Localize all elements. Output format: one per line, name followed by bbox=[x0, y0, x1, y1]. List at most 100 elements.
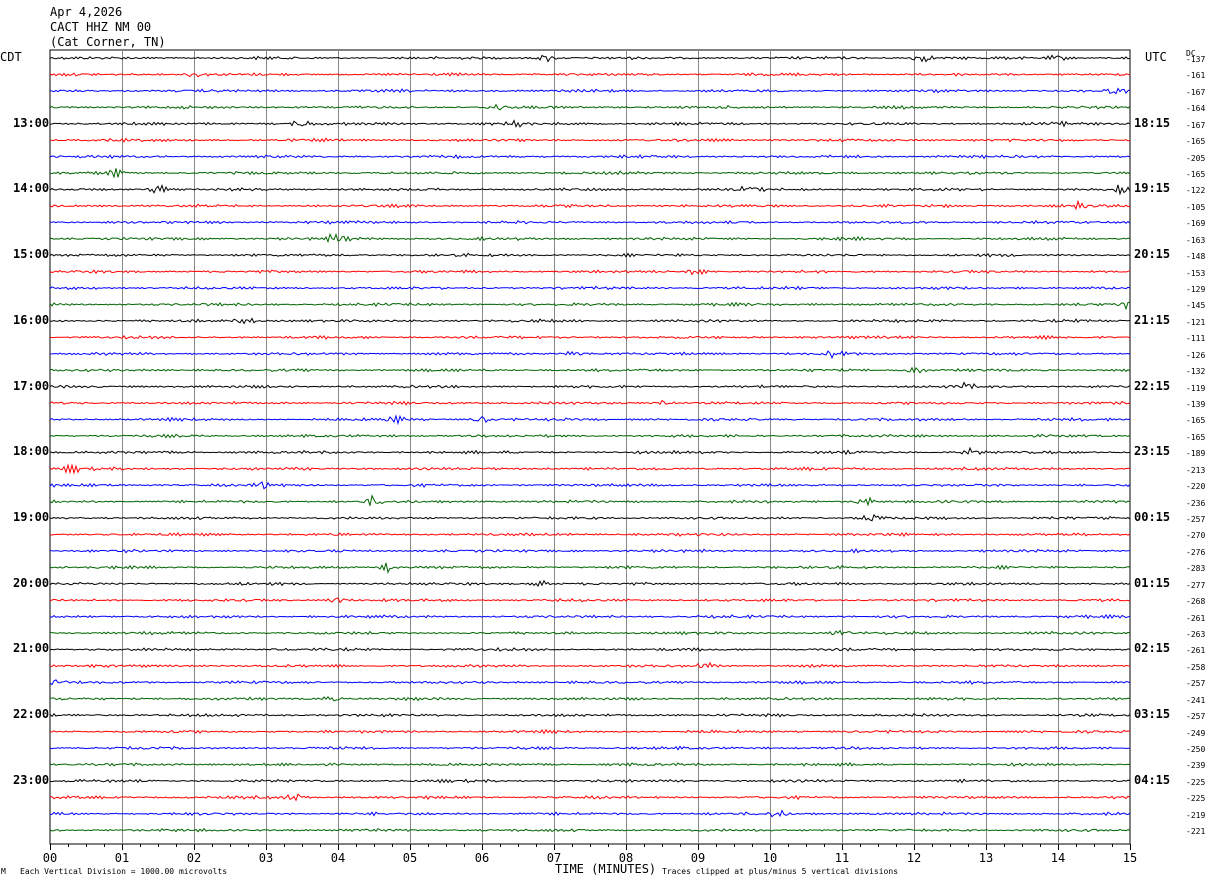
trace-row-46 bbox=[50, 809, 1131, 818]
trace-row-28 bbox=[49, 513, 1131, 522]
dc-offset-label: -119 bbox=[1186, 383, 1206, 393]
x-tick-label: 11 bbox=[834, 851, 850, 865]
right-hour-label: 02:15 bbox=[1134, 641, 1171, 656]
dc-offset-label: -257 bbox=[1186, 515, 1206, 525]
left-hour-label: 20:00 bbox=[13, 575, 50, 590]
trace-row-26 bbox=[49, 481, 1131, 490]
dc-offset-label: -263 bbox=[1186, 630, 1206, 640]
trace-row-13 bbox=[49, 268, 1131, 276]
right-hour-label: 19:15 bbox=[1134, 181, 1171, 196]
trace-row-5 bbox=[49, 137, 1131, 143]
x-tick-label: 12 bbox=[906, 851, 922, 865]
dc-offset-label: -137 bbox=[1186, 55, 1206, 64]
dc-offset-label: -277 bbox=[1186, 580, 1206, 590]
left-hour-label: 16:00 bbox=[13, 312, 50, 327]
trace-row-32 bbox=[49, 579, 1131, 587]
corner-mark: M bbox=[1, 867, 6, 876]
left-hour-label: 22:00 bbox=[13, 707, 50, 722]
dc-offset-label: -239 bbox=[1186, 761, 1206, 771]
right-timezone-label: UTC bbox=[1145, 50, 1167, 64]
x-tick-label: 02 bbox=[186, 851, 202, 865]
dc-offset-label: -221 bbox=[1186, 827, 1206, 837]
trace-row-45 bbox=[49, 793, 1131, 802]
dc-offset-label: -213 bbox=[1186, 465, 1206, 475]
left-hour-label: 13:00 bbox=[13, 115, 50, 130]
left-hour-label: 19:00 bbox=[13, 510, 50, 525]
dc-offset-label: -163 bbox=[1186, 235, 1206, 245]
right-hour-label: 04:15 bbox=[1134, 772, 1171, 787]
x-tick-label: 15 bbox=[1122, 851, 1138, 865]
clip-note: Traces clipped at plus/minus 5 vertical … bbox=[662, 867, 899, 876]
dc-offset-label: -225 bbox=[1186, 777, 1206, 787]
x-axis-title: TIME (MINUTES) bbox=[555, 862, 657, 876]
left-hour-label: 21:00 bbox=[13, 641, 50, 656]
trace-row-30 bbox=[49, 547, 1130, 554]
right-hour-label: 01:15 bbox=[1134, 575, 1171, 590]
trace-row-9 bbox=[49, 199, 1131, 211]
left-hour-label: 14:00 bbox=[13, 181, 50, 196]
dc-offset-label: -250 bbox=[1186, 745, 1206, 755]
dc-offset-label: -261 bbox=[1186, 613, 1206, 623]
x-tick-label: 07 bbox=[546, 851, 562, 865]
dc-offset-label: -249 bbox=[1186, 728, 1206, 738]
trace-row-12 bbox=[49, 252, 1131, 258]
dc-offset-label: -257 bbox=[1186, 712, 1206, 722]
dc-offset-label: -165 bbox=[1186, 432, 1206, 442]
trace-row-3 bbox=[49, 103, 1131, 111]
trace-row-23 bbox=[49, 433, 1131, 439]
dc-offset-label: -145 bbox=[1186, 301, 1206, 311]
dc-offset-label: -169 bbox=[1186, 219, 1206, 229]
x-tick-label: 09 bbox=[690, 851, 706, 865]
header-location: (Cat Corner, TN) bbox=[50, 35, 166, 49]
dc-offset-label: -261 bbox=[1186, 646, 1206, 656]
dc-offset-label: -165 bbox=[1186, 137, 1206, 147]
dc-offset-label: -268 bbox=[1186, 597, 1206, 607]
scale-note: Each Vertical Division = 1000.00 microvo… bbox=[20, 867, 228, 876]
trace-row-27 bbox=[49, 494, 1131, 507]
trace-row-16 bbox=[49, 317, 1131, 325]
dc-offset-label: -258 bbox=[1186, 662, 1206, 672]
trace-row-24 bbox=[49, 446, 1131, 456]
dc-offset-label: -283 bbox=[1186, 564, 1206, 574]
trace-row-8 bbox=[49, 183, 1131, 196]
dc-offset-label: -121 bbox=[1186, 317, 1206, 327]
trace-row-38 bbox=[49, 679, 1131, 686]
dc-offset-label: -165 bbox=[1186, 170, 1206, 179]
trace-row-18 bbox=[49, 350, 1131, 360]
trace-row-1 bbox=[49, 72, 1131, 78]
dc-offset-label: -205 bbox=[1186, 153, 1206, 163]
dc-offset-label: -220 bbox=[1186, 482, 1206, 492]
dc-header-label: DC bbox=[1186, 49, 1196, 58]
header-date: Apr 4,2026 bbox=[50, 5, 123, 19]
trace-row-6 bbox=[49, 154, 1131, 160]
right-hour-label: 23:15 bbox=[1134, 444, 1171, 459]
x-tick-label: 06 bbox=[474, 851, 490, 865]
x-tick-label: 03 bbox=[258, 851, 274, 865]
header-station: CACT HHZ NM 00 bbox=[50, 20, 152, 34]
dc-offset-label: -164 bbox=[1186, 104, 1206, 114]
left-hour-label: 23:00 bbox=[13, 772, 50, 787]
trace-row-35 bbox=[49, 629, 1131, 636]
trace-row-31 bbox=[49, 562, 1131, 574]
dc-offset-label: -148 bbox=[1186, 252, 1206, 262]
right-hour-label: 20:15 bbox=[1134, 247, 1171, 262]
x-tick-label: 14 bbox=[1050, 851, 1066, 865]
dc-offset-label: -270 bbox=[1186, 531, 1206, 541]
trace-row-40 bbox=[49, 713, 1131, 718]
trace-row-42 bbox=[49, 745, 1131, 751]
dc-offset-label: -276 bbox=[1186, 547, 1206, 557]
left-hour-label: 18:00 bbox=[13, 444, 50, 459]
left-timezone-label: CDT bbox=[0, 50, 22, 64]
right-hour-label: 21:15 bbox=[1134, 312, 1171, 327]
dc-offset-label: -139 bbox=[1186, 400, 1206, 410]
trace-row-41 bbox=[49, 728, 1131, 735]
dc-offset-label: -165 bbox=[1186, 416, 1206, 426]
x-tick-label: 01 bbox=[114, 851, 130, 865]
trace-row-19 bbox=[49, 366, 1131, 374]
dc-offset-label: -189 bbox=[1186, 449, 1206, 459]
trace-row-0 bbox=[49, 54, 1131, 63]
right-hour-label: 03:15 bbox=[1134, 707, 1171, 722]
left-hour-label: 15:00 bbox=[13, 247, 50, 262]
trace-row-22 bbox=[49, 414, 1131, 426]
